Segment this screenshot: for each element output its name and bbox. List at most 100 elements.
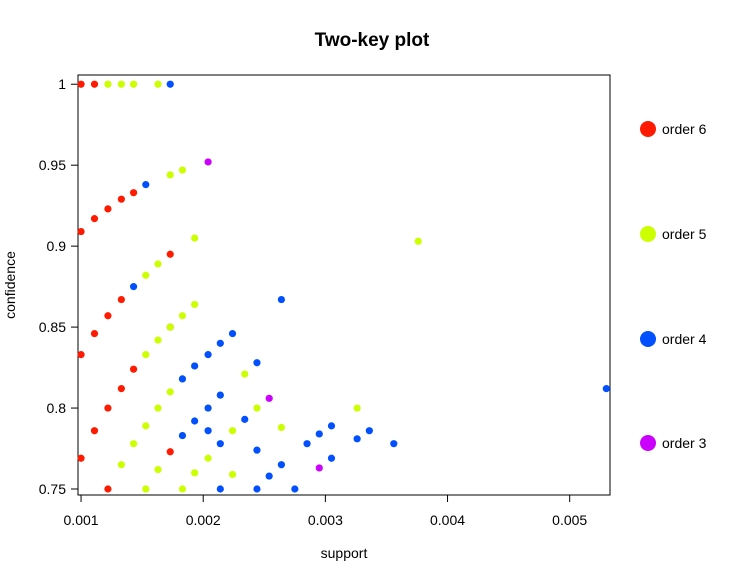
point-order-5 [154,260,162,268]
point-order-6 [104,404,112,412]
point-order-5 [178,166,187,174]
point-order-5 [166,323,174,331]
point-order-5 [142,351,150,359]
point-order-5 [241,370,249,378]
point-order-6 [129,365,138,373]
x-tick-label: 0.005 [552,512,587,528]
point-order-5 [191,300,199,309]
point-order-4 [353,435,361,443]
point-order-5 [228,470,237,479]
y-tick-label: 0.8 [47,400,67,416]
point-order-4 [253,359,261,367]
point-order-5 [166,388,174,396]
point-order-4 [327,422,336,430]
point-order-4 [315,430,323,438]
point-order-5 [178,312,187,320]
point-order-5 [104,80,112,88]
x-tick-label: 0.003 [308,512,343,528]
point-order-5 [129,440,138,448]
point-order-6 [90,427,99,435]
point-order-5 [353,404,361,412]
point-order-4 [303,440,311,448]
point-order-5 [228,427,237,435]
point-order-5 [154,336,162,344]
y-tick-label: 1 [58,76,66,92]
point-order-4 [216,440,224,448]
point-order-4 [265,472,273,480]
y-axis-label: confidence [2,251,18,319]
y-tick-label: 0.9 [47,238,67,254]
x-tick-label: 0.002 [186,512,221,528]
point-order-4 [216,391,224,399]
x-tick-label: 0.004 [430,512,465,528]
legend-swatch-order-4 [640,331,656,347]
point-order-6 [166,250,174,258]
point-order-4 [241,415,249,423]
point-order-4 [204,351,212,359]
point-order-5 [277,423,285,432]
legend-swatch-order-6 [640,121,656,137]
point-order-5 [191,234,199,242]
point-order-4 [191,362,199,370]
point-order-4 [277,295,285,304]
point-order-4 [204,404,212,412]
point-order-5 [191,469,199,477]
legend: order 6 order 5 order 4 order 3 [640,121,707,451]
point-order-4 [253,485,261,493]
point-order-4 [291,485,299,493]
y-tick-label: 0.95 [39,157,66,173]
point-order-5 [204,454,212,462]
point-order-5 [154,404,162,412]
point-order-4 [142,181,150,189]
point-order-5 [117,461,125,469]
point-order-6 [117,295,125,304]
y-tick-label: 0.75 [39,481,66,497]
y-tick-label: 0.85 [39,319,66,335]
point-order-5 [142,271,150,279]
point-order-4 [277,461,285,469]
point-order-5 [253,404,261,412]
chart-title: Two-key plot [315,30,430,51]
legend-label-order-6: order 6 [662,121,707,137]
point-order-4 [253,446,261,454]
point-order-6 [90,215,99,223]
point-order-6 [77,227,85,236]
point-order-6 [166,448,174,456]
point-order-4 [327,454,336,462]
point-order-4 [228,329,237,338]
point-order-4 [390,440,398,448]
legend-swatch-order-3 [640,435,656,451]
legend-label-order-5: order 5 [662,226,707,242]
x-axis: 0.001 0.002 0.003 0.004 0.005 [64,495,587,528]
legend-swatch-order-5 [640,226,656,242]
point-order-6 [117,195,125,203]
point-order-5 [142,422,150,430]
x-axis-label: support [321,545,368,561]
point-order-5 [117,80,125,88]
point-order-4 [129,283,138,291]
point-order-4 [204,427,212,435]
point-order-3 [204,158,212,166]
point-order-5 [142,485,150,493]
point-order-4 [178,431,187,440]
x-tick-label: 0.001 [64,512,99,528]
y-axis: 0.75 0.8 0.85 0.9 0.95 1 [39,76,78,497]
point-order-4 [216,485,224,493]
point-order-6 [129,189,138,197]
point-order-6 [104,485,112,493]
point-order-6 [104,312,112,320]
point-order-5 [166,171,174,179]
point-order-5 [154,80,162,88]
point-order-5 [154,465,162,474]
plot-area [77,80,610,493]
point-order-4 [178,375,187,383]
plot-frame [77,74,611,496]
point-order-6 [77,80,85,88]
point-order-6 [117,385,125,393]
point-order-4 [166,80,174,88]
legend-label-order-3: order 3 [662,435,707,451]
point-order-6 [77,454,85,462]
point-order-4 [365,427,373,435]
point-order-5 [414,237,422,245]
